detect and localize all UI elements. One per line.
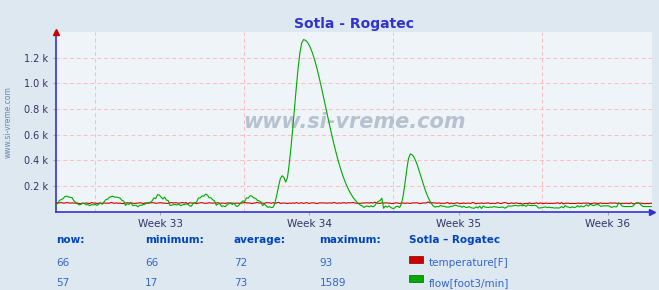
Text: www.si-vreme.com: www.si-vreme.com xyxy=(3,86,13,158)
Text: 57: 57 xyxy=(56,278,69,288)
Text: 1589: 1589 xyxy=(320,278,346,288)
Text: minimum:: minimum: xyxy=(145,235,204,245)
Text: average:: average: xyxy=(234,235,286,245)
Text: 93: 93 xyxy=(320,258,333,268)
Text: maximum:: maximum: xyxy=(320,235,382,245)
Text: 17: 17 xyxy=(145,278,158,288)
Text: Sotla – Rogatec: Sotla – Rogatec xyxy=(409,235,500,245)
Text: www.si-vreme.com: www.si-vreme.com xyxy=(243,112,465,132)
Title: Sotla - Rogatec: Sotla - Rogatec xyxy=(294,17,415,31)
Text: 66: 66 xyxy=(145,258,158,268)
Text: 72: 72 xyxy=(234,258,247,268)
Text: flow[foot3/min]: flow[foot3/min] xyxy=(428,278,509,288)
Text: now:: now: xyxy=(56,235,84,245)
Text: 73: 73 xyxy=(234,278,247,288)
Text: 66: 66 xyxy=(56,258,69,268)
Text: temperature[F]: temperature[F] xyxy=(428,258,508,268)
